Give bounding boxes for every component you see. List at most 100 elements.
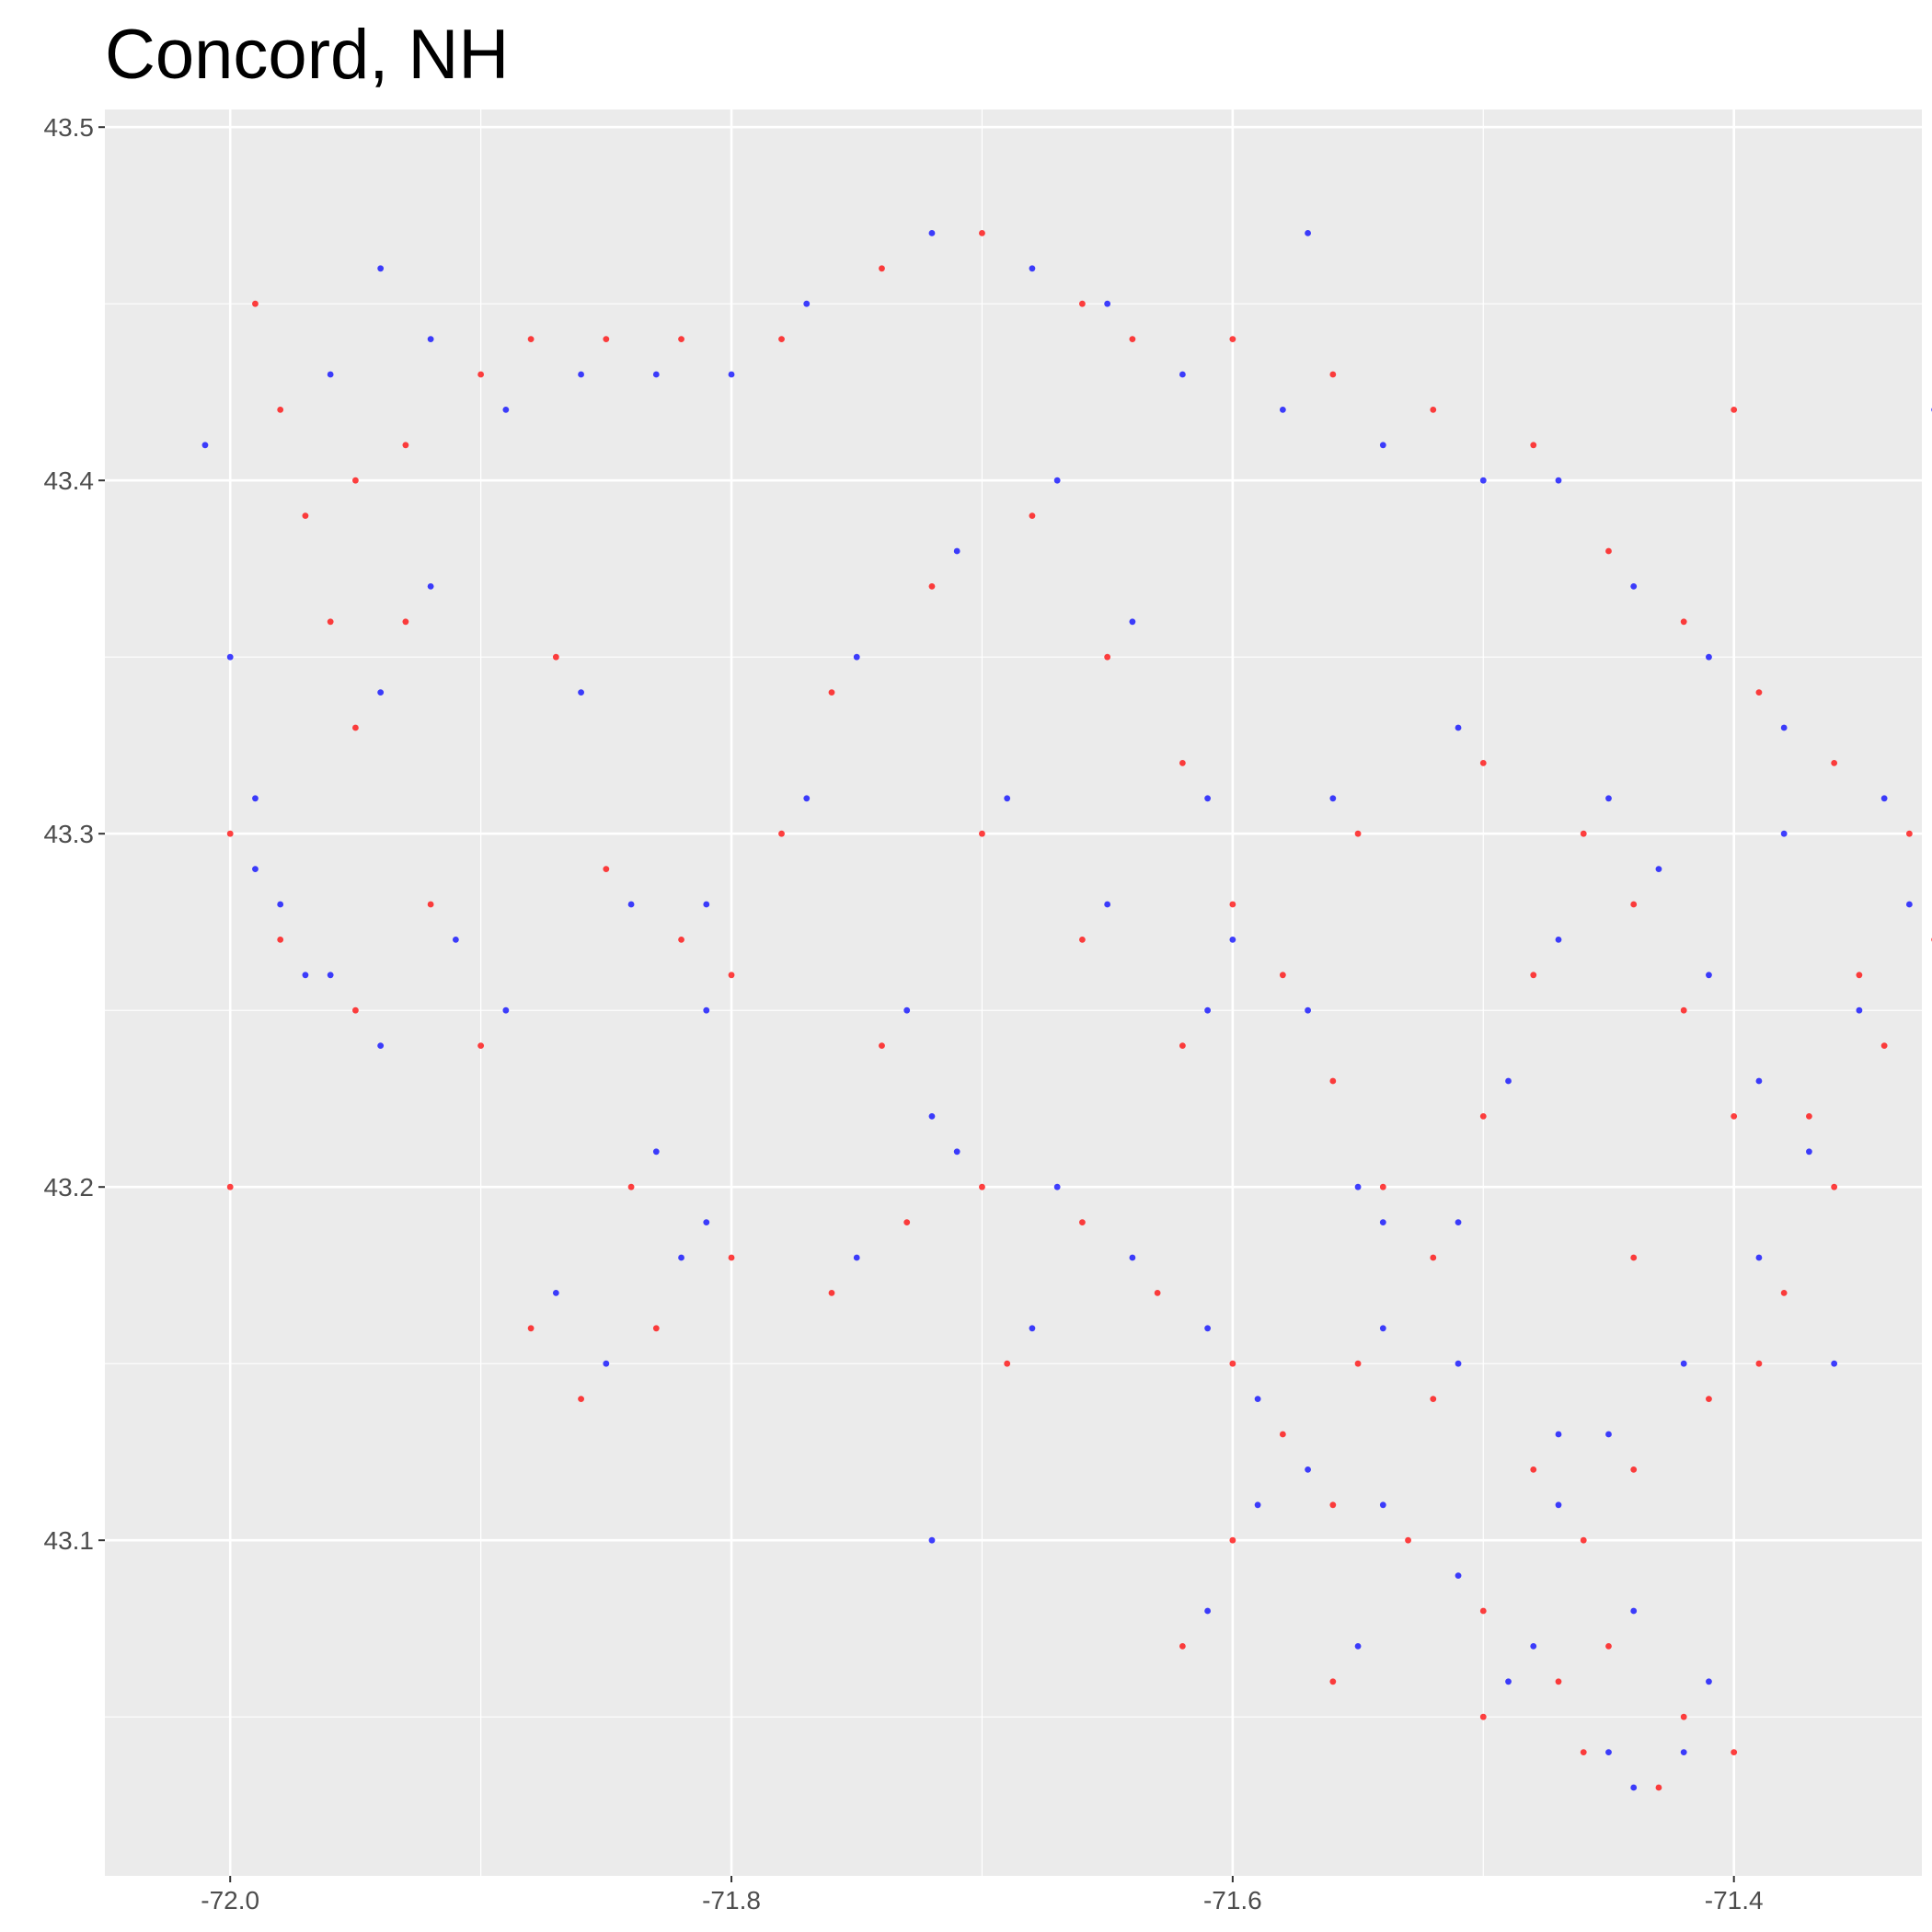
data-point [1379, 1325, 1386, 1332]
data-point [627, 901, 635, 908]
data-point [979, 830, 985, 837]
data-point [1530, 1466, 1537, 1473]
data-point [1179, 1042, 1186, 1049]
data-point [728, 1254, 735, 1261]
data-point [1405, 1536, 1411, 1544]
data-point [803, 300, 811, 307]
data-point [1204, 1607, 1212, 1615]
data-point [678, 1254, 684, 1261]
data-point [603, 866, 610, 872]
data-point [1630, 583, 1638, 590]
data-point [1655, 866, 1662, 872]
y-tick-label: 43.3 [44, 820, 95, 848]
data-point [427, 336, 434, 342]
data-point [1104, 653, 1111, 661]
data-point [703, 1219, 710, 1225]
data-point [652, 371, 660, 378]
data-point [1856, 972, 1863, 979]
data-point [903, 1219, 911, 1225]
data-point [1279, 1431, 1286, 1438]
data-point [1079, 1219, 1086, 1225]
data-point [627, 1183, 635, 1190]
plot-panel [105, 109, 1922, 1876]
data-point [953, 1148, 960, 1156]
data-point [1555, 1501, 1562, 1509]
chart-title: Concord, NH [105, 16, 509, 94]
data-point [527, 1325, 535, 1332]
data-point [1880, 1042, 1888, 1049]
data-point [1079, 300, 1086, 307]
data-point [603, 336, 610, 342]
data-point [1630, 1466, 1638, 1473]
data-point [502, 407, 510, 413]
data-point [1379, 1501, 1386, 1509]
data-point [1755, 689, 1763, 696]
data-point [302, 512, 309, 519]
data-point [252, 866, 259, 872]
data-point [1479, 760, 1487, 766]
data-point [1680, 1749, 1687, 1755]
data-point [527, 336, 535, 342]
data-point [1354, 1360, 1362, 1367]
data-point [1154, 1290, 1161, 1296]
data-point [879, 1042, 885, 1049]
data-point [1053, 477, 1061, 484]
data-point [1905, 901, 1913, 908]
x-tick-label: -71.8 [702, 1886, 761, 1915]
data-point [1831, 1360, 1838, 1367]
data-point [1129, 1254, 1136, 1261]
data-point [1455, 1572, 1462, 1579]
data-point [828, 689, 835, 696]
data-point [277, 901, 284, 908]
data-point [1505, 1678, 1512, 1685]
data-point [928, 1536, 936, 1544]
data-point [1029, 265, 1036, 272]
data-point [1204, 1006, 1212, 1014]
data-point [277, 937, 284, 943]
data-point [226, 830, 234, 837]
data-point [1229, 1536, 1236, 1544]
data-point [652, 1148, 660, 1156]
data-point [928, 1113, 936, 1120]
data-point [1605, 547, 1612, 555]
data-point [352, 1006, 359, 1014]
major-gridlines [105, 109, 1922, 1876]
data-point [1279, 407, 1286, 413]
data-point [1129, 336, 1136, 342]
data-point [1755, 1254, 1763, 1261]
data-point [1455, 724, 1462, 731]
data-point [1806, 1148, 1812, 1156]
data-point [327, 371, 334, 378]
data-point [1555, 477, 1562, 484]
data-point [1179, 371, 1186, 378]
data-point [1630, 1254, 1638, 1261]
x-axis: -72.0 -71.8 -71.6 -71.4 [201, 1876, 1764, 1915]
data-point [1029, 512, 1036, 519]
data-point [1229, 1360, 1236, 1367]
data-point [427, 901, 434, 908]
data-point [1530, 972, 1537, 979]
data-point [377, 265, 385, 272]
data-point [1555, 937, 1562, 943]
data-point [1430, 1396, 1437, 1402]
data-point [1680, 618, 1687, 626]
data-point [1680, 1713, 1687, 1720]
data-point [477, 371, 485, 378]
data-point [1479, 477, 1487, 484]
data-point [853, 653, 860, 661]
data-point [1354, 1183, 1362, 1190]
data-point [1053, 1183, 1061, 1190]
data-point [1706, 1396, 1712, 1402]
data-point [1029, 1325, 1036, 1332]
data-point [1329, 1501, 1337, 1509]
data-point [352, 724, 359, 731]
data-point [578, 689, 584, 696]
data-point [1630, 1784, 1638, 1791]
data-point [1079, 937, 1086, 943]
data-point [1731, 407, 1738, 413]
data-point [552, 1290, 559, 1296]
data-point [1880, 795, 1888, 802]
data-point [502, 1006, 510, 1014]
data-point [1229, 336, 1236, 342]
